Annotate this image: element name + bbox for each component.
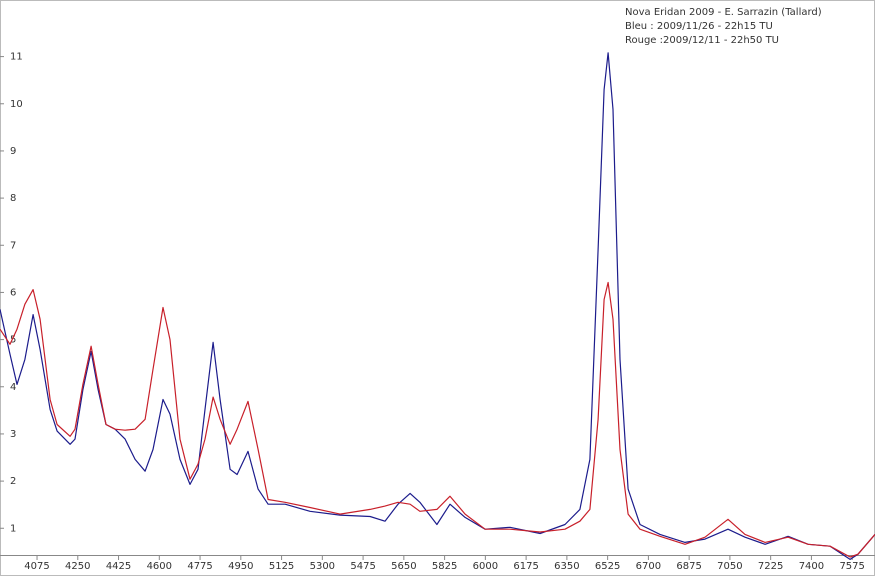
x-tick-label: 4950: [228, 561, 253, 572]
legend-entry: Rouge :2009/12/11 - 22h50 TU: [625, 35, 779, 46]
x-tick-label: 7575: [839, 561, 864, 572]
y-tick-label: 3: [10, 429, 16, 440]
x-tick-label: 5475: [350, 561, 375, 572]
y-tick-label: 9: [10, 146, 16, 157]
x-tick-label: 6175: [513, 561, 538, 572]
x-tick-label: 7225: [758, 561, 783, 572]
x-tick-label: 5650: [391, 561, 416, 572]
x-tick-label: 5825: [432, 561, 457, 572]
x-tick-label: 4425: [106, 561, 131, 572]
x-tick-label: 6525: [595, 561, 620, 572]
y-tick-label: 11: [10, 52, 23, 63]
chart-title: Nova Eridan 2009 - E. Sarrazin (Tallard): [625, 7, 822, 18]
y-tick-label: 10: [10, 99, 23, 110]
y-tick-label: 2: [10, 476, 16, 487]
legend-entry: Bleu : 2009/11/26 - 22h15 TU: [625, 21, 773, 32]
x-tick-label: 6000: [473, 561, 498, 572]
spectrum-line: [0, 52, 875, 560]
y-tick-label: 4: [10, 382, 16, 393]
y-tick-label: 7: [10, 240, 16, 251]
x-tick-label: 6700: [636, 561, 661, 572]
x-tick-label: 4775: [187, 561, 212, 572]
y-tick-label: 6: [10, 287, 16, 298]
y-tick-label: 8: [10, 193, 16, 204]
x-tick-label: 6350: [554, 561, 579, 572]
x-tick-label: 4250: [65, 561, 90, 572]
x-tick-label: 5300: [310, 561, 335, 572]
spectrum-line: [0, 281, 875, 558]
x-tick-label: 4600: [147, 561, 172, 572]
y-tick-label: 5: [10, 335, 16, 346]
x-tick-label: 7400: [799, 561, 824, 572]
y-tick-label: 1: [10, 523, 16, 534]
x-tick-label: 7050: [717, 561, 742, 572]
x-tick-label: 5125: [269, 561, 294, 572]
x-tick-label: 6875: [676, 561, 701, 572]
x-tick-label: 4075: [24, 561, 49, 572]
